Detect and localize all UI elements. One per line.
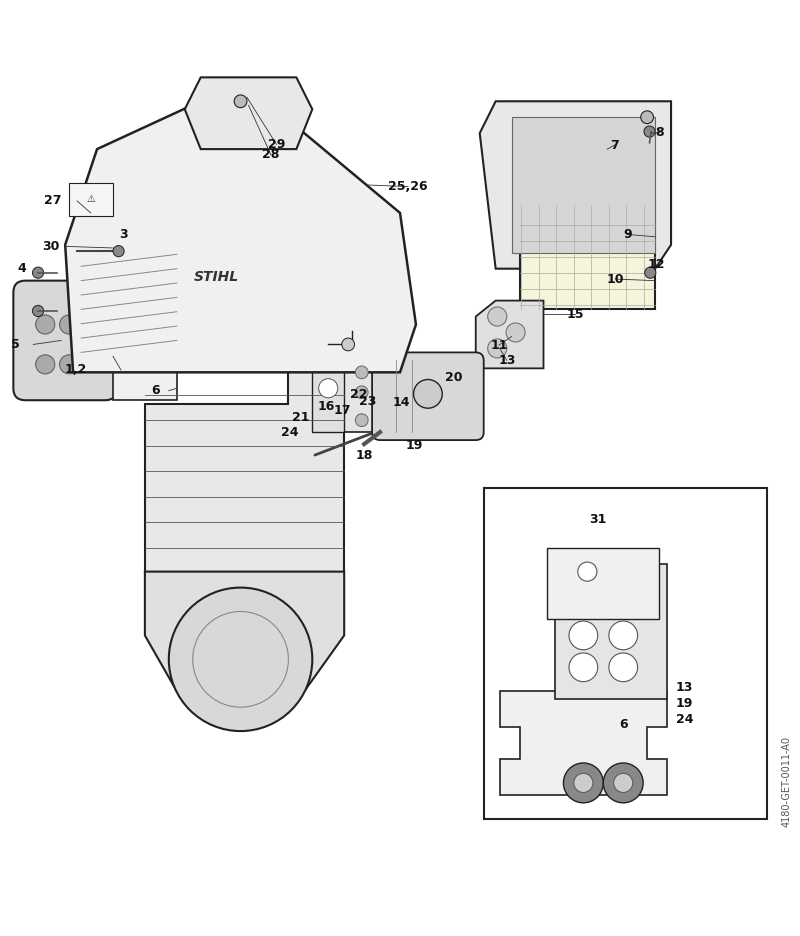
Text: 18: 18 <box>355 448 373 461</box>
Circle shape <box>609 653 638 681</box>
Circle shape <box>641 110 654 124</box>
FancyBboxPatch shape <box>372 352 484 440</box>
Circle shape <box>488 307 507 326</box>
Polygon shape <box>512 117 655 253</box>
Circle shape <box>506 323 525 342</box>
Text: 3: 3 <box>119 227 128 241</box>
Text: 10: 10 <box>606 272 624 285</box>
Text: 9: 9 <box>623 227 631 241</box>
Text: 30: 30 <box>42 240 59 253</box>
Polygon shape <box>145 300 344 572</box>
Text: 12: 12 <box>648 258 666 271</box>
Polygon shape <box>500 691 667 795</box>
Polygon shape <box>480 101 671 269</box>
Bar <box>519 205 655 309</box>
Circle shape <box>142 330 155 343</box>
Text: 8: 8 <box>655 125 664 139</box>
FancyBboxPatch shape <box>14 281 117 401</box>
Circle shape <box>320 352 336 369</box>
Text: 17: 17 <box>334 404 351 417</box>
Circle shape <box>113 245 124 256</box>
Text: 14: 14 <box>393 396 410 409</box>
Circle shape <box>59 355 78 373</box>
Circle shape <box>133 352 149 369</box>
Bar <box>69 183 113 216</box>
Circle shape <box>169 588 312 731</box>
Text: 20: 20 <box>445 371 462 384</box>
Text: 22: 22 <box>350 388 367 402</box>
Text: 29: 29 <box>268 138 285 151</box>
Polygon shape <box>65 101 416 373</box>
Text: 5: 5 <box>11 338 20 351</box>
Polygon shape <box>145 212 344 300</box>
Circle shape <box>644 126 655 138</box>
Text: 7: 7 <box>610 139 619 152</box>
Bar <box>340 360 384 432</box>
Bar <box>555 563 667 699</box>
Text: 28: 28 <box>262 148 279 161</box>
Circle shape <box>36 355 55 373</box>
Circle shape <box>414 379 442 408</box>
Polygon shape <box>145 572 344 691</box>
Circle shape <box>614 773 633 793</box>
Text: 15: 15 <box>566 308 584 321</box>
Polygon shape <box>113 293 177 401</box>
Text: 25,26: 25,26 <box>388 180 428 193</box>
Polygon shape <box>185 78 312 149</box>
Circle shape <box>36 314 55 334</box>
Circle shape <box>59 314 78 334</box>
Circle shape <box>33 305 44 316</box>
Circle shape <box>355 414 368 427</box>
Bar <box>484 488 766 819</box>
Text: 4180-GET-0011-A0: 4180-GET-0011-A0 <box>782 736 792 826</box>
Text: STIHL: STIHL <box>194 270 239 284</box>
Bar <box>312 329 344 432</box>
Text: ⚠: ⚠ <box>86 195 95 204</box>
Circle shape <box>569 622 598 650</box>
Circle shape <box>355 386 368 399</box>
Text: 6: 6 <box>152 384 160 397</box>
Circle shape <box>645 267 656 278</box>
Text: 24: 24 <box>676 712 694 725</box>
Circle shape <box>234 95 247 108</box>
Circle shape <box>488 339 507 358</box>
Text: 19: 19 <box>676 696 694 709</box>
Text: 13: 13 <box>676 680 694 694</box>
Circle shape <box>33 267 44 278</box>
Text: 6: 6 <box>619 718 627 731</box>
Text: 1,2: 1,2 <box>65 363 86 376</box>
Circle shape <box>609 622 638 650</box>
Bar <box>547 548 659 620</box>
Text: 13: 13 <box>498 354 515 367</box>
Circle shape <box>578 563 597 581</box>
Circle shape <box>603 763 643 803</box>
Text: 23: 23 <box>359 395 377 408</box>
Circle shape <box>355 366 368 379</box>
Text: 24: 24 <box>282 426 298 439</box>
Circle shape <box>569 653 598 681</box>
Circle shape <box>318 379 338 398</box>
Text: 4: 4 <box>18 262 26 275</box>
Circle shape <box>574 773 593 793</box>
Text: 27: 27 <box>45 195 62 208</box>
Text: 16: 16 <box>318 400 335 413</box>
Polygon shape <box>476 300 543 369</box>
Text: 19: 19 <box>406 439 423 452</box>
Circle shape <box>563 763 603 803</box>
Text: 31: 31 <box>589 513 606 526</box>
Text: 21: 21 <box>291 411 309 424</box>
Text: 11: 11 <box>490 339 508 352</box>
Circle shape <box>342 338 354 351</box>
